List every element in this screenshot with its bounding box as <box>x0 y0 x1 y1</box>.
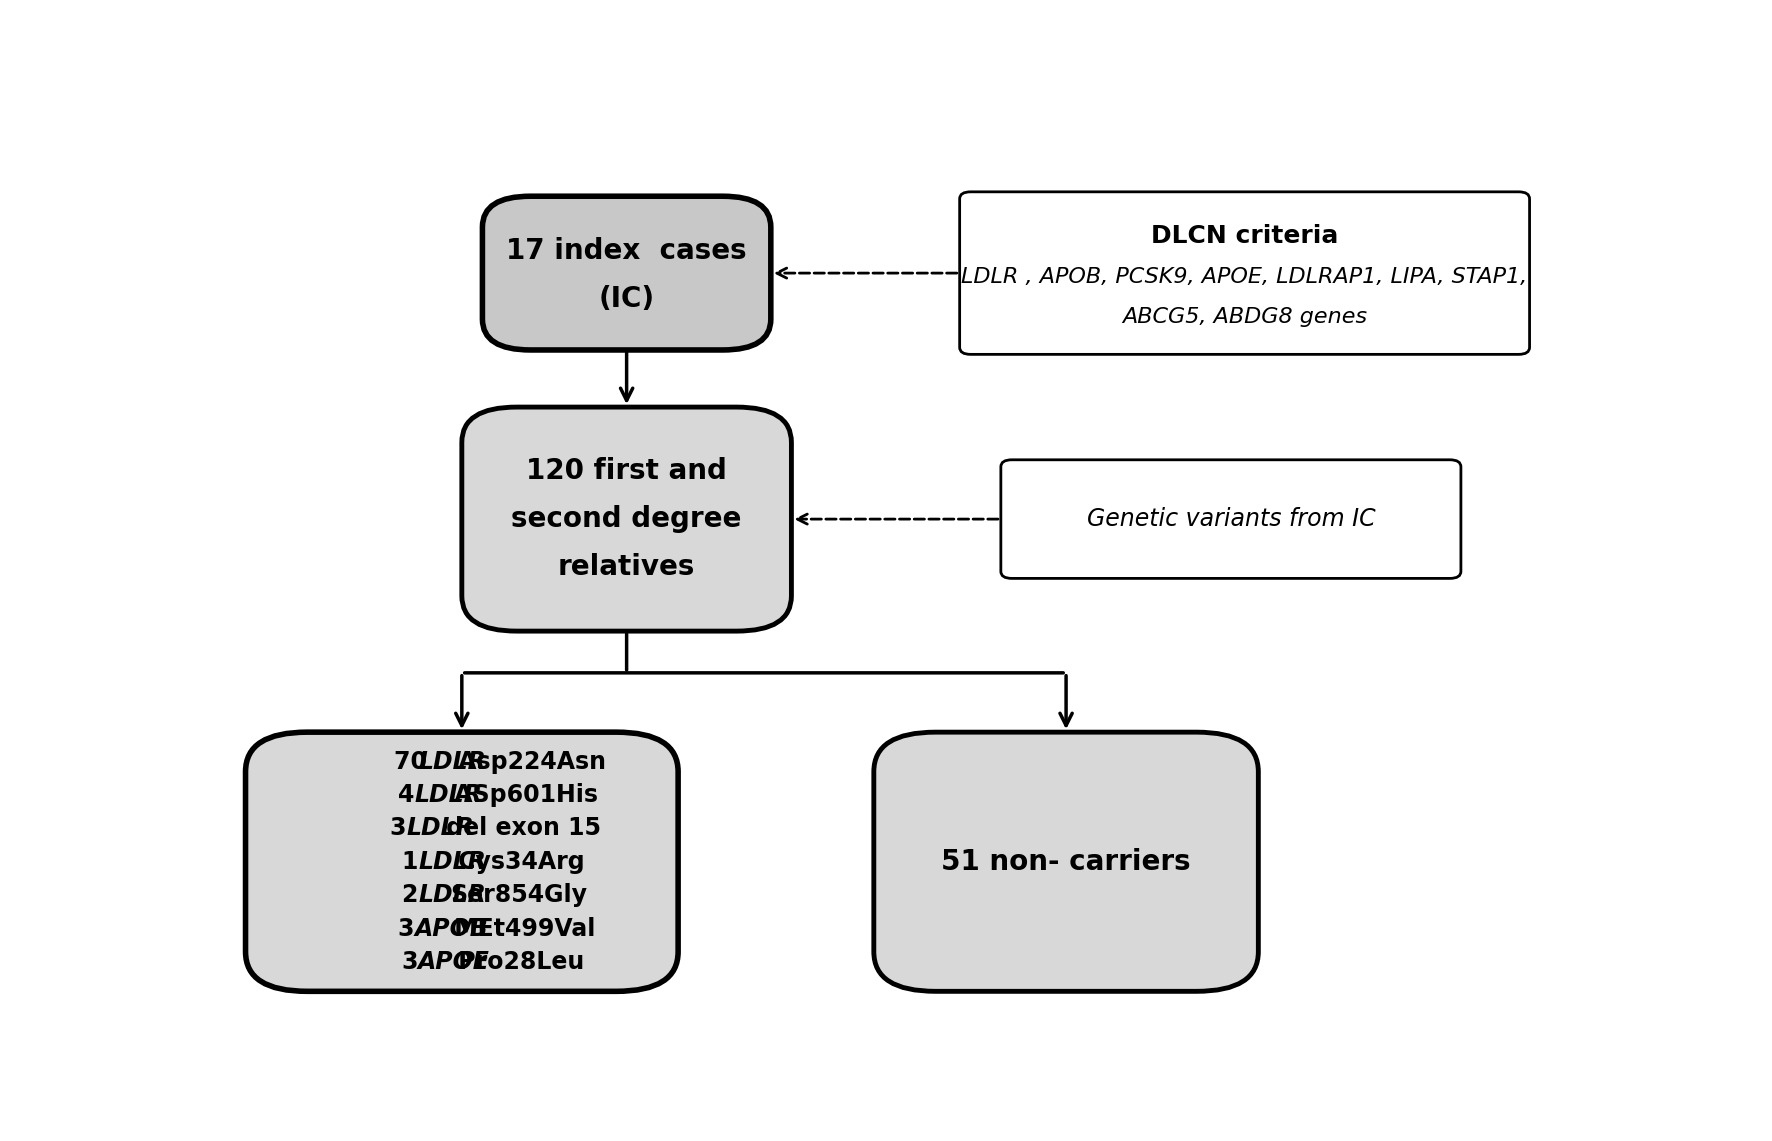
Text: LDLR: LDLR <box>406 816 473 841</box>
Text: DLCN criteria: DLCN criteria <box>1152 224 1338 249</box>
Text: ASp601His: ASp601His <box>447 783 597 807</box>
Text: 4: 4 <box>399 783 424 807</box>
FancyBboxPatch shape <box>482 196 771 350</box>
Text: Asp224Asn: Asp224Asn <box>450 750 606 774</box>
Text: ABCG5, ABDG8 genes: ABCG5, ABDG8 genes <box>1122 307 1368 327</box>
Text: LDLR , APOB, PCSK9, APOE, LDLRAP1, LIPA, STAP1,: LDLR , APOB, PCSK9, APOE, LDLRAP1, LIPA,… <box>962 267 1527 288</box>
Text: 70: 70 <box>393 750 436 774</box>
FancyBboxPatch shape <box>246 733 679 992</box>
Text: 3: 3 <box>390 816 415 841</box>
Text: 51 non- carriers: 51 non- carriers <box>941 848 1191 876</box>
Text: LDLR: LDLR <box>418 850 486 874</box>
FancyBboxPatch shape <box>874 733 1258 992</box>
Text: 1: 1 <box>402 850 427 874</box>
Text: APOE: APOE <box>418 950 489 974</box>
Text: LDLR: LDLR <box>418 883 486 907</box>
Text: (IC): (IC) <box>599 285 654 314</box>
Text: Cys34Arg: Cys34Arg <box>450 850 585 874</box>
Text: Pro28Leu: Pro28Leu <box>450 950 585 974</box>
Text: 3: 3 <box>402 950 427 974</box>
Text: LDLR: LDLR <box>418 750 486 774</box>
Text: Ser854Gly: Ser854Gly <box>450 883 587 907</box>
Text: APOB: APOB <box>415 916 487 940</box>
Text: second degree: second degree <box>512 505 742 533</box>
FancyBboxPatch shape <box>1001 460 1460 578</box>
FancyBboxPatch shape <box>960 192 1529 355</box>
Text: 17 index  cases: 17 index cases <box>507 237 748 265</box>
Text: MEt499Val: MEt499Val <box>447 916 595 940</box>
Text: 3: 3 <box>399 916 424 940</box>
Text: 2: 2 <box>402 883 427 907</box>
Text: 120 first and: 120 first and <box>526 456 727 485</box>
FancyBboxPatch shape <box>462 407 792 631</box>
Text: Genetic variants from IC: Genetic variants from IC <box>1086 507 1375 531</box>
Text: del exon 15: del exon 15 <box>438 816 601 841</box>
Text: relatives: relatives <box>558 553 695 582</box>
Text: LDLR: LDLR <box>415 783 482 807</box>
